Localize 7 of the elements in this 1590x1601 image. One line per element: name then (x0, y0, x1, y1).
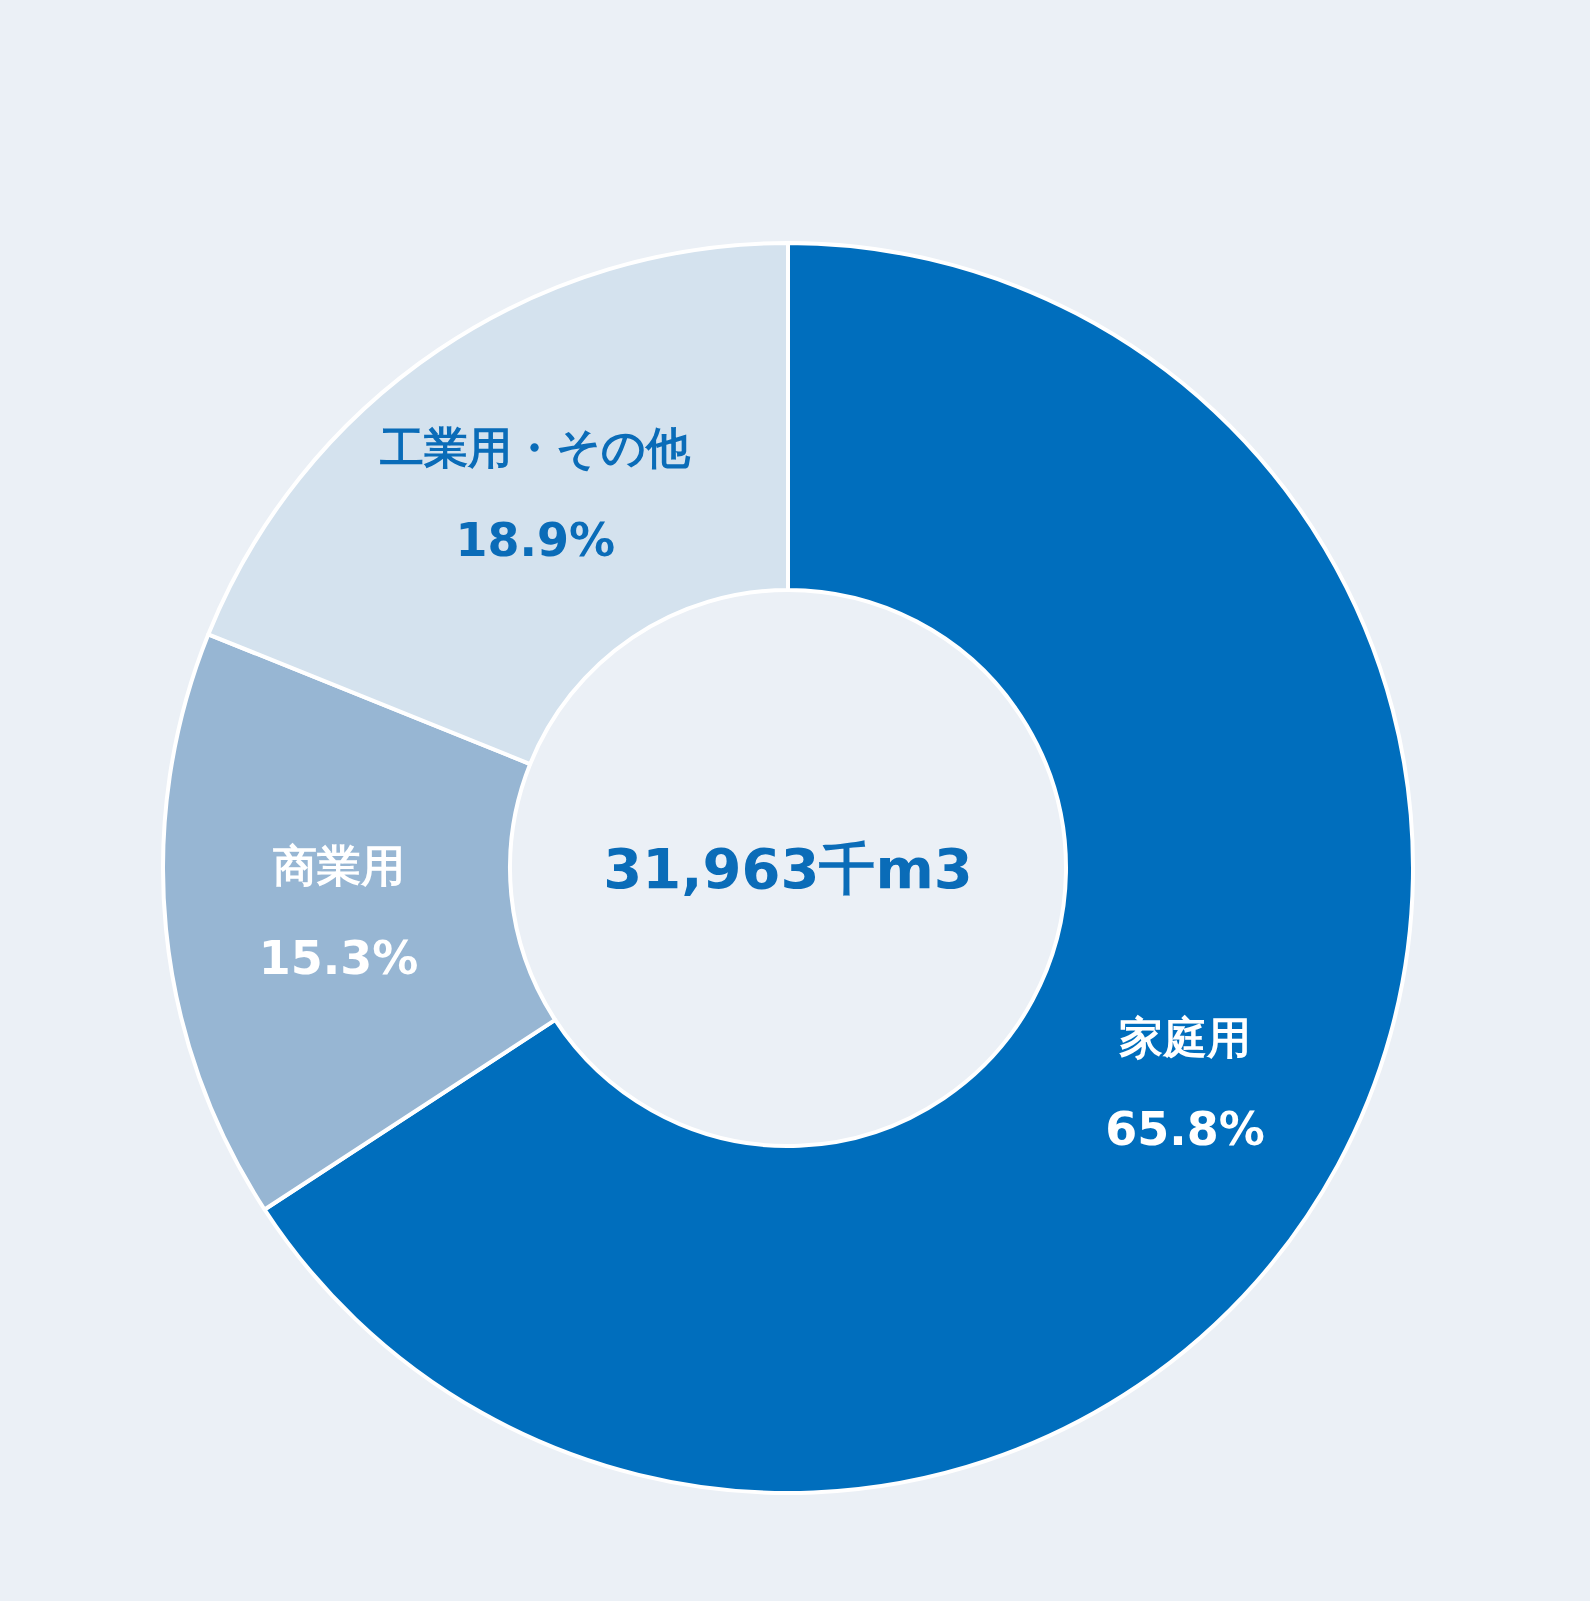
text: 31,963千m3 (603, 835, 973, 901)
data-label: 15.3% (258, 930, 419, 985)
slice-label: 商業用 (272, 840, 405, 892)
data-label: 18.9% (455, 512, 616, 567)
slice-label: 工業用・その他 (380, 422, 692, 474)
data-label: 65.8% (1105, 1102, 1265, 1157)
slice-label: 家庭用 (1119, 1011, 1252, 1063)
